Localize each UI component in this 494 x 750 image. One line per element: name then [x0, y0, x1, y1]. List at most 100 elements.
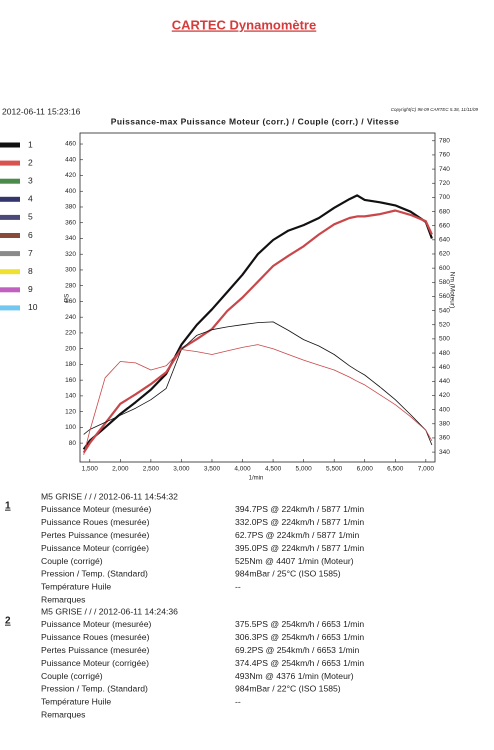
result-value: 62.7PS @ 224km/h / 5877 1/min — [235, 530, 360, 540]
legend-label: 8 — [28, 266, 33, 276]
legend-label: 7 — [28, 248, 33, 258]
data-line — [82, 194, 433, 451]
y-tick-label: 200 — [65, 345, 76, 352]
y2-tick-label: 460 — [439, 364, 450, 371]
data-line — [83, 344, 433, 455]
y-tick-label: 260 — [65, 298, 76, 305]
y-tick-label: 300 — [65, 267, 76, 274]
y2-tick-label: 760 — [439, 152, 450, 159]
y2-tick-label: 380 — [439, 421, 450, 428]
x-tick-label: 5,000 — [295, 466, 312, 473]
legend-label: 5 — [28, 212, 33, 222]
result-value: 394.7PS @ 224km/h / 5877 1/min — [235, 504, 364, 514]
result-label: Puissance Moteur (corrigée) — [41, 658, 149, 668]
y-tick-label: 420 — [65, 172, 76, 179]
y-tick-label: 180 — [65, 361, 76, 368]
result-value: 525Nm @ 4407 1/min (Moteur) — [235, 556, 354, 566]
x-tick-label: 4,000 — [234, 466, 251, 473]
y2-tick-label: 500 — [439, 336, 450, 343]
result-value: 332.0PS @ 224km/h / 5877 1/min — [235, 517, 364, 527]
y2-tick-label: 780 — [439, 138, 450, 145]
y-tick-label: 80 — [69, 440, 77, 447]
x-tick-label: 4,500 — [265, 466, 282, 473]
y2-tick-label: 400 — [439, 406, 450, 413]
y2-tick-label: 720 — [439, 180, 450, 187]
y2-tick-label: 620 — [439, 251, 450, 258]
y-tick-label: 280 — [65, 282, 76, 289]
y-tick-label: 320 — [65, 251, 76, 258]
legend-swatch — [0, 269, 20, 275]
legend-label: 2 — [28, 157, 33, 167]
result-label: Puissance Moteur (mesurée) — [41, 619, 151, 629]
result-title: M5 GRISE / / / 2012-06-11 14:54:32 — [41, 491, 178, 501]
result-label: Remarques — [41, 709, 85, 719]
y2-tick-label: 360 — [439, 435, 450, 442]
y2-tick-label: 600 — [439, 265, 450, 272]
y2-tick-label: 480 — [439, 350, 450, 357]
copyright: Copyright(C) 98-09 CARTEC 5.38, 11/11/09 — [391, 107, 479, 112]
data-line — [83, 321, 433, 446]
result-label: Remarques — [41, 594, 85, 604]
legend-label: 4 — [28, 194, 33, 204]
y2-tick-label: 640 — [439, 237, 450, 244]
x-tick-label: 7,000 — [418, 466, 435, 473]
legend-swatch — [0, 160, 20, 166]
result-label: Puissance Roues (mesurée) — [41, 517, 150, 527]
result-value: -- — [235, 697, 241, 707]
legend-swatch — [0, 178, 20, 184]
result-value: 395.0PS @ 224km/h / 5877 1/min — [235, 543, 364, 553]
legend-swatch — [0, 233, 20, 238]
y-tick-label: 380 — [65, 204, 76, 211]
y2-axis-label: Nm (Moteur) — [448, 272, 455, 308]
result-label: Pression / Temp. (Standard) — [41, 684, 148, 694]
y2-tick-label: 740 — [439, 166, 450, 173]
y2-tick-label: 680 — [439, 208, 450, 215]
y-tick-label: 100 — [65, 424, 76, 431]
page-title: CARTEC Dynamomètre — [172, 17, 316, 32]
legend-label: 1 — [28, 139, 33, 149]
y2-tick-label: 420 — [439, 392, 450, 399]
legend-swatch — [0, 214, 20, 220]
y2-tick-label: 440 — [439, 378, 450, 385]
result-number: 2 — [5, 616, 11, 627]
result-value: 984mBar / 25°C (ISO 1585) — [235, 569, 341, 579]
legend-label: 3 — [28, 175, 33, 185]
y-tick-label: 140 — [65, 393, 76, 400]
result-label: Puissance Roues (mesurée) — [41, 632, 150, 642]
result-title: M5 GRISE / / / 2012-06-11 14:24:36 — [41, 606, 178, 616]
x-tick-label: 1,500 — [82, 466, 99, 473]
x-tick-label: 6,500 — [387, 466, 404, 473]
y2-tick-label: 540 — [439, 307, 450, 314]
y2-tick-label: 580 — [439, 279, 450, 286]
result-value: 493Nm @ 4376 1/min (Moteur) — [235, 671, 354, 681]
result-value: 375.5PS @ 254km/h / 6653 1/min — [235, 619, 364, 629]
legend-swatch — [0, 196, 20, 202]
y2-tick-label: 340 — [439, 449, 450, 456]
result-value: 984mBar / 22°C (ISO 1585) — [235, 684, 341, 694]
result-number: 1 — [5, 501, 11, 512]
result-value: -- — [235, 582, 241, 592]
y-tick-label: 220 — [65, 330, 76, 337]
result-label: Température Huile — [41, 697, 111, 707]
legend-swatch — [0, 251, 20, 257]
y-tick-label: 360 — [65, 219, 76, 226]
x-tick-label: 3,000 — [173, 466, 190, 473]
result-label: Température Huile — [41, 582, 111, 592]
legend-label: 9 — [28, 284, 33, 294]
y2-tick-label: 560 — [439, 293, 450, 300]
result-value: 69.2PS @ 254km/h / 6653 1/min — [235, 645, 360, 655]
y2-tick-label: 700 — [439, 194, 450, 201]
x-tick-label: 2,500 — [143, 466, 160, 473]
y2-tick-label: 520 — [439, 321, 450, 328]
report-date: 2012-06-11 15:23:16 — [2, 106, 81, 116]
legend-swatch — [0, 287, 20, 293]
x-tick-label: 6,000 — [357, 466, 374, 473]
legend-swatch — [0, 142, 20, 148]
y-tick-label: 160 — [65, 377, 76, 384]
y2-tick-label: 660 — [439, 222, 450, 229]
result-value: 306.3PS @ 254km/h / 6653 1/min — [235, 632, 364, 642]
result-label: Puissance Moteur (corrigée) — [41, 543, 149, 553]
y-axis-label: PS — [64, 293, 71, 302]
